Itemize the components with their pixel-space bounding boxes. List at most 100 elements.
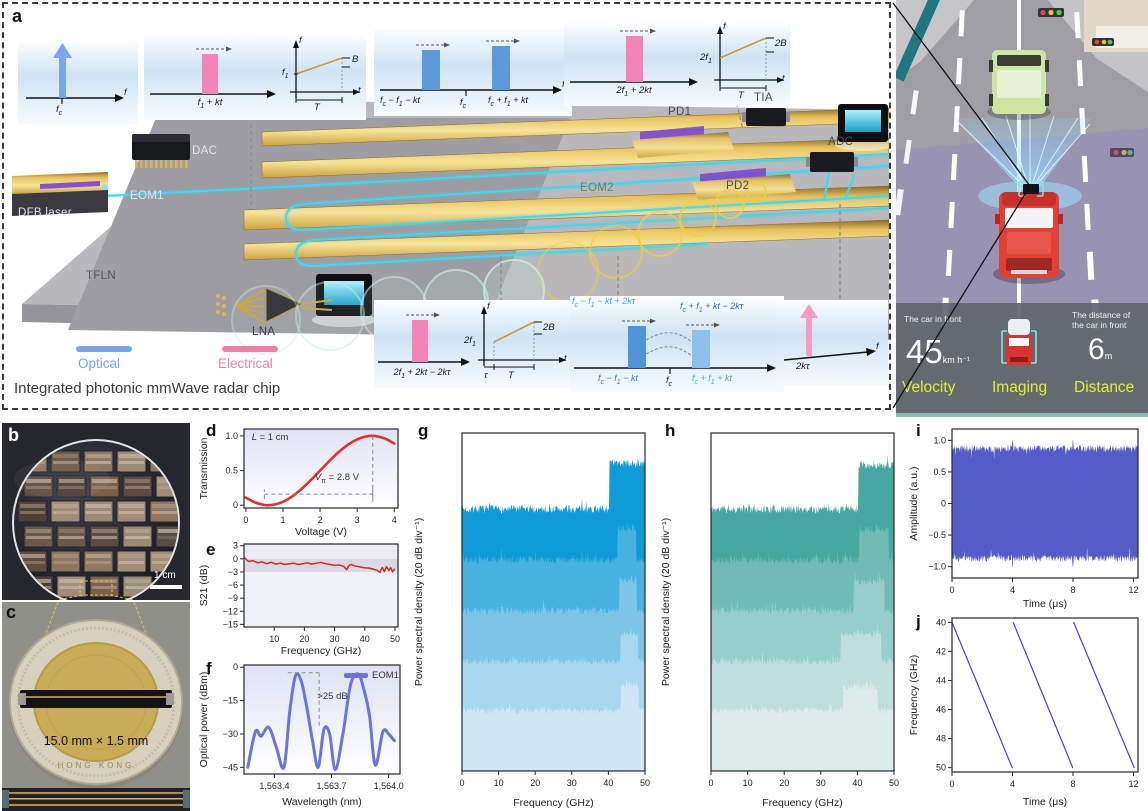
doubled-chirp-bar: [626, 36, 643, 82]
svg-text:44: 44: [936, 675, 946, 685]
inset-beat-tone: 2kτ f: [776, 300, 888, 386]
inset-optical-carrier: f fc: [18, 40, 138, 124]
svg-text:30: 30: [330, 634, 340, 644]
svg-text:Frequency (GHz): Frequency (GHz): [513, 797, 594, 809]
svg-text:4: 4: [1010, 779, 1015, 789]
chart-annotation: Vπ = 2.8 V: [314, 471, 360, 485]
svg-text:30: 30: [816, 778, 826, 788]
svg-text:42: 42: [936, 646, 946, 656]
controller-chip-mid: [312, 274, 376, 327]
panel-e-label: e: [206, 540, 216, 559]
svg-text:Voltage (V): Voltage (V): [295, 526, 347, 538]
svg-text:0: 0: [459, 778, 464, 788]
svg-text:−0.5: −0.5: [928, 530, 946, 540]
inset-delayed-chirp: 2f1 + 2kt − 2kτ f t 2f1 2B τ T: [374, 300, 572, 388]
svg-text:Amplitude (a.u.): Amplitude (a.u.): [908, 466, 920, 540]
panel-b-wafer-photo: b 1 cm: [2, 423, 190, 600]
svg-text:−30: −30: [223, 729, 238, 739]
carrier-tick-label: fc: [460, 97, 467, 110]
electrical-legend-swatch: [222, 346, 278, 352]
mini-f-axis: f: [723, 21, 726, 32]
svg-text:0: 0: [949, 779, 954, 789]
label-lna: LNA: [252, 326, 276, 338]
svg-text:20: 20: [779, 778, 789, 788]
svg-text:0: 0: [949, 585, 954, 595]
mini-bandwidth: B: [352, 54, 359, 65]
panel-g-psd-chart: 0 10 20 30 40 50 Frequency (GHz) Power spectral…: [408, 421, 655, 811]
svg-text:10: 10: [743, 778, 753, 788]
coin: HONG KONG: [9, 619, 183, 789]
chirp-bar-label: f1 + kt: [197, 97, 223, 110]
distance-label: Distance: [1074, 379, 1135, 396]
svg-text:−9: −9: [228, 593, 238, 603]
svg-text:1,563.7: 1,563.7: [316, 781, 346, 791]
mini-2b: 2B: [775, 38, 787, 49]
svg-text:3: 3: [355, 515, 360, 525]
svg-text:0: 0: [243, 515, 248, 525]
svg-text:0: 0: [708, 778, 713, 788]
mini-period: T: [738, 90, 744, 101]
panel-h-psd-chart: 0 10 20 30 40 50 Frequency (GHz) Power spectral…: [655, 421, 904, 811]
label-dfb-laser: DFB laser: [18, 207, 72, 219]
svg-text:40: 40: [852, 778, 862, 788]
svg-text:Time (μs): Time (μs): [1023, 796, 1067, 808]
label-pd1: PD1: [668, 106, 692, 118]
inset-connector-dashes: [250, 95, 841, 300]
svg-text:Frequency (GHz): Frequency (GHz): [281, 645, 362, 657]
panel-f-spectrum-chart: 1,563.4 1,563.7 1,564.0 0 −15 −30 −45 Wavelengt…: [196, 659, 410, 810]
mini-2b: 2B: [543, 322, 555, 333]
mini-f-axis: f: [487, 301, 490, 312]
delayed-chirp-bar: [412, 320, 428, 362]
label-eom1: EOM1: [130, 190, 164, 202]
svg-text:46: 46: [936, 705, 946, 715]
svg-text:40: 40: [936, 617, 946, 627]
label-eom2: EOM2: [580, 182, 614, 194]
label-dac: DAC: [192, 145, 218, 157]
svg-text:1.0: 1.0: [225, 431, 238, 441]
panel-a: a: [2, 2, 891, 410]
photodiode-dies: [632, 126, 796, 200]
panel-d-label: d: [206, 421, 217, 440]
svg-text:1,564.0: 1,564.0: [374, 781, 404, 791]
velocity-label: Velocity: [902, 379, 956, 396]
beat-tick: 2kτ: [796, 361, 810, 372]
echo-upper-bar: [692, 330, 710, 368]
svg-text:0: 0: [941, 499, 946, 509]
svg-text:30: 30: [567, 778, 577, 788]
optical-legend-swatch: [76, 346, 132, 352]
svg-text:4: 4: [392, 515, 397, 525]
mini-2f1-tick: 2f1: [700, 52, 712, 65]
lna-amplifier: [216, 287, 333, 323]
mini-tau: τ: [484, 370, 488, 381]
svg-text:−3: −3: [228, 567, 238, 577]
panel-b-label: b: [8, 425, 19, 445]
radar-hud: The car in front 45km h⁻¹ Velocity Imagi…: [896, 303, 1148, 413]
on-car-chip: [1023, 184, 1039, 194]
tia-chip: [742, 108, 790, 126]
svg-text:4: 4: [1010, 585, 1015, 595]
imaging-car-icon: [1001, 319, 1037, 365]
tick-fc: fc: [56, 104, 63, 117]
chart-annotation: L = 1 cm: [251, 432, 289, 444]
coin-render: HONG KONG: [2, 602, 190, 811]
svg-text:50: 50: [390, 634, 400, 644]
svg-text:Power spectral density (20 dB: Power spectral density (20 dB div⁻¹): [413, 518, 425, 686]
velocity-unit: km h⁻¹: [942, 355, 970, 365]
svg-text:50: 50: [889, 778, 899, 788]
optical-waveguides: [101, 151, 889, 270]
panel-j-label: j: [916, 612, 921, 631]
chirp-ramp: [295, 57, 343, 75]
inset-optical-sidebands: fc − f1 − kt fc fc + f1 + kt f: [374, 28, 572, 116]
svg-text:Power spectral density (20 dB: Power spectral density (20 dB div⁻¹): [660, 518, 672, 686]
svg-text:40: 40: [360, 634, 370, 644]
echo-upper-bottom-label: fc + f1 + kt: [692, 373, 732, 386]
delayed-chirp-label: 2f1 + 2kt − 2kτ: [393, 367, 451, 380]
dfb-laser-module: [12, 172, 108, 216]
svg-text:20: 20: [299, 634, 309, 644]
svg-text:0.5: 0.5: [225, 466, 238, 476]
panel-g-label: g: [418, 421, 429, 440]
velocity-caption: The car in front: [904, 314, 962, 324]
svg-text:3: 3: [233, 541, 238, 551]
street-scene: The car in front 45km h⁻¹ Velocity Imagi…: [896, 0, 1148, 417]
inset-doubled-chirp: 2f1 + 2kt f t 2f1 2B T: [564, 22, 790, 106]
